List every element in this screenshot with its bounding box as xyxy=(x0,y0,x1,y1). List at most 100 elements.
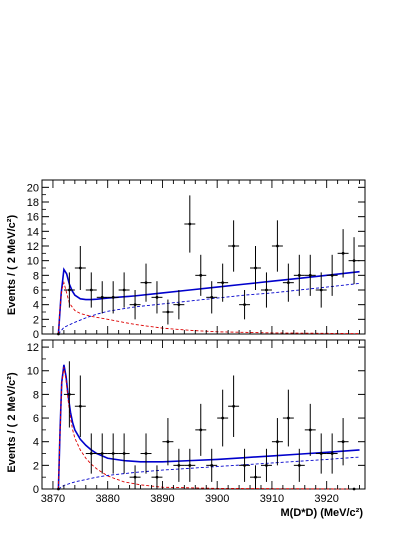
marker xyxy=(341,440,345,444)
y-tick-label: 0 xyxy=(33,329,39,341)
plot-frame xyxy=(41,179,366,335)
marker xyxy=(155,295,159,299)
chart-panel-1: 0 2 4 6 8 10 12 14 16 18 20 Events / ( 2 MeV/c²) xyxy=(6,179,366,341)
data-point xyxy=(260,272,272,308)
marker xyxy=(254,266,257,270)
data-point xyxy=(282,389,294,447)
marker xyxy=(166,440,170,444)
y-tick-label: 2 xyxy=(33,314,39,326)
marker xyxy=(276,440,279,444)
marker xyxy=(111,295,115,299)
data-point xyxy=(239,448,251,482)
data-point xyxy=(52,487,64,491)
marker xyxy=(243,463,246,467)
x-tick-label: 3900 xyxy=(205,493,229,505)
y-tick-label: 18 xyxy=(27,197,39,209)
data-point xyxy=(63,361,75,428)
marker xyxy=(330,273,334,277)
signal-curve xyxy=(57,281,360,335)
data-point xyxy=(271,220,283,272)
y-tick-label: 12 xyxy=(27,241,39,253)
data-point xyxy=(96,281,108,314)
data-point xyxy=(326,433,338,474)
marker xyxy=(89,452,93,455)
data-point xyxy=(217,263,229,302)
data-point xyxy=(151,465,163,489)
marker xyxy=(352,259,356,263)
marker xyxy=(100,295,104,299)
y-tick-label: 4 xyxy=(33,300,39,312)
data-point xyxy=(304,403,316,456)
marker xyxy=(100,452,104,455)
marker xyxy=(89,288,93,292)
data-point xyxy=(228,375,240,437)
data-point xyxy=(151,281,163,314)
chart-panel-2: 0 2 4 6 8 10 12 3870 3880 3890 3900 3910 3920 Events … xyxy=(6,339,366,519)
x-tick-label: 3890 xyxy=(150,493,174,505)
data-point xyxy=(85,272,97,308)
marker xyxy=(352,487,356,491)
data-point xyxy=(206,281,218,314)
y-tick-label: 10 xyxy=(27,366,39,378)
marker xyxy=(254,475,257,479)
background-curve xyxy=(58,456,360,490)
marker xyxy=(221,281,225,285)
marker xyxy=(232,404,236,408)
marker xyxy=(199,273,203,277)
marker xyxy=(276,244,279,248)
data-point xyxy=(140,263,152,302)
y-tick-label: 16 xyxy=(27,212,39,224)
data-point xyxy=(140,433,152,474)
data-point xyxy=(184,195,196,253)
data-point xyxy=(250,246,261,290)
marker xyxy=(199,428,203,432)
data-point xyxy=(315,433,327,474)
marker xyxy=(210,295,214,299)
x-tick-label: 3920 xyxy=(314,493,338,505)
x-tick-label: 3870 xyxy=(41,493,65,505)
data-point xyxy=(162,418,174,466)
marker xyxy=(243,303,246,307)
marker xyxy=(297,273,301,277)
marker xyxy=(265,463,268,467)
marker xyxy=(286,416,290,420)
x-tick-label: 3880 xyxy=(95,493,119,505)
marker xyxy=(122,288,126,292)
total-fit-curve xyxy=(57,267,360,335)
data-point xyxy=(173,448,185,482)
y-tick-label: 8 xyxy=(33,270,39,282)
marker xyxy=(308,273,312,277)
data-point xyxy=(206,448,218,482)
marker xyxy=(133,303,137,307)
marker xyxy=(67,392,71,396)
x-axis-title: M(D*D) (MeV/c²) xyxy=(281,507,364,519)
data-point xyxy=(129,465,141,489)
data-point xyxy=(195,254,207,296)
marker xyxy=(232,244,236,248)
marker xyxy=(155,475,159,479)
data-point xyxy=(326,254,338,296)
data-point xyxy=(315,272,327,308)
data-point xyxy=(118,272,130,308)
data-point xyxy=(348,237,360,285)
y-tick-label: 6 xyxy=(33,413,39,425)
marker xyxy=(166,310,170,314)
marker xyxy=(286,281,290,285)
y-tick-label: 14 xyxy=(27,226,39,238)
data-point xyxy=(217,389,229,447)
x-tick-label: 3910 xyxy=(260,493,284,505)
data-point xyxy=(96,433,108,474)
data-point xyxy=(85,433,97,474)
marker xyxy=(133,475,137,479)
marker xyxy=(57,332,60,336)
data-point xyxy=(250,465,261,489)
y-tick-label: 12 xyxy=(27,342,39,354)
data-point xyxy=(304,254,316,296)
y-tick-label: 4 xyxy=(33,437,39,449)
y-tick-label: 0 xyxy=(33,484,39,496)
marker xyxy=(111,452,115,455)
signal-curve xyxy=(57,367,360,490)
marker xyxy=(144,281,148,285)
plot-frame xyxy=(41,339,366,490)
